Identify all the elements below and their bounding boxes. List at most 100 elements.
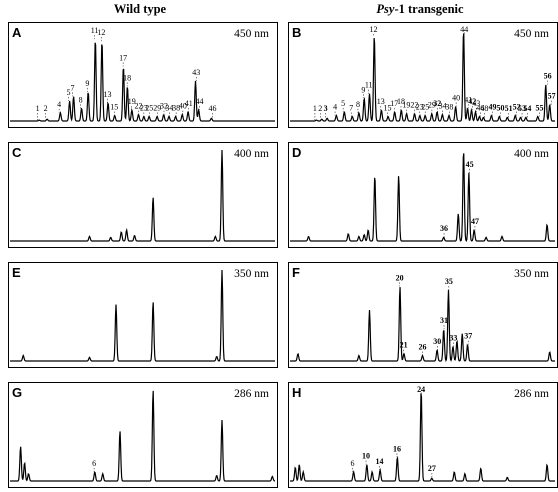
peak-label-a-38: 38 [172,103,180,112]
panel-d-trace [290,153,555,242]
peak-label-g-6: 6 [92,459,96,468]
peak-label-a-41: 41 [185,99,193,108]
panel-g-wavelength: 286 nm [234,388,269,400]
peak-label-b-22: 22 [410,101,418,110]
peak-label-a-43: 43 [192,68,200,77]
peak-label-b-44: 44 [460,25,468,34]
panel-c-frame [8,142,278,248]
peak-label-b-19: 19 [402,101,410,110]
panel-d-letter: D [292,145,301,160]
peak-label-b-9: 9 [361,85,365,94]
peak-label-a-2: 2 [44,104,48,113]
panel-e-trace [10,269,275,362]
peak-label-f-30: 30 [433,337,441,346]
panel-e-letter: E [12,265,21,280]
peak-label-b-50: 50 [497,103,505,112]
peak-label-d-47: 47 [471,217,479,226]
peak-label-h-6: 6 [351,459,355,468]
peak-label-b-18: 18 [397,97,405,106]
peak-label-b-25: 25 [421,103,429,112]
peak-label-b-8: 8 [356,100,360,109]
panel-g-frame [8,382,278,488]
column-title-wild-type: Wild type [40,2,240,17]
gene-name-italic: Psy [376,2,395,16]
peak-label-b-17: 17 [390,99,398,108]
peak-label-b-40: 40 [452,93,460,102]
panel-b-trace [290,33,555,122]
peak-label-d-45: 45 [466,160,474,169]
peak-label-b-48: 48 [480,104,488,113]
peak-label-a-13: 13 [104,90,112,99]
peak-label-b-11: 11 [365,81,373,90]
panel-g-letter: G [12,385,22,400]
peak-label-h-24: 24 [417,385,425,394]
peak-label-a-7: 7 [71,83,75,92]
peak-label-b-2: 2 [318,104,322,113]
peak-label-a-18: 18 [123,73,131,82]
peak-label-a-29: 29 [153,103,161,112]
peak-label-b-46: 46 [476,103,484,112]
peak-label-a-25: 25 [145,103,153,112]
peak-label-b-52: 52 [513,103,521,112]
peak-label-a-32: 32 [160,102,168,111]
panel-h-trace [290,393,555,482]
peak-label-a-34: 34 [165,103,173,112]
panel-g-trace [10,390,276,482]
panel-e-wavelength: 350 nm [234,268,269,280]
peak-label-b-43: 43 [472,99,480,108]
panel-f-wavelength: 350 nm [514,268,549,280]
peak-label-f-21: 21 [400,341,408,350]
peak-label-b-1: 1 [313,104,317,113]
panel-c-letter: C [12,145,22,160]
panel-a-letter: A [12,25,22,40]
peak-label-b-38: 38 [445,103,453,112]
peak-label-b-7: 7 [349,103,353,112]
peak-label-a-5: 5 [67,88,71,97]
peak-label-b-3: 3 [324,104,328,113]
peak-label-a-22: 22 [134,102,142,111]
panel-c-wavelength: 400 nm [234,148,269,160]
peak-label-a-11: 11 [91,26,99,35]
peak-label-a-4: 4 [57,100,61,109]
peak-label-a-23: 23 [140,103,148,112]
peak-label-a-17: 17 [119,53,127,62]
peak-label-a-44: 44 [196,97,204,106]
peak-label-a-15: 15 [110,103,118,112]
peak-label-b-4: 4 [333,103,337,112]
peak-label-b-13: 13 [377,97,385,106]
peak-label-h-14: 14 [375,457,383,466]
peak-label-b-29: 29 [428,101,436,110]
peak-label-h-10: 10 [362,452,370,461]
peak-label-b-5: 5 [341,99,345,108]
peak-label-f-33: 33 [449,333,457,342]
peak-label-b-51: 51 [505,104,513,113]
panel-d-wavelength: 400 nm [514,148,549,160]
panel-f-letter: F [292,265,300,280]
peak-label-h-16: 16 [393,444,401,453]
panel-a-frame [8,22,278,128]
peak-label-b-55: 55 [536,103,544,112]
panel-e-frame [8,262,278,368]
panel-b-wavelength: 450 nm [514,28,549,40]
peak-label-h-27: 27 [428,464,436,473]
peak-label-b-49: 49 [488,103,496,112]
peak-label-a-12: 12 [97,28,105,37]
peak-label-a-1: 1 [36,104,40,113]
column-title-left-text: Wild type [113,2,167,16]
peak-label-f-35: 35 [445,277,453,286]
peak-label-b-56: 56 [544,72,552,81]
peak-label-a-19: 19 [128,97,136,106]
peak-label-f-26: 26 [419,343,427,352]
peak-label-b-12: 12 [370,25,378,34]
panel-a-wavelength: 450 nm [234,28,269,40]
peak-label-b-15: 15 [384,103,392,112]
peak-label-a-9: 9 [85,79,89,88]
peak-label-f-20: 20 [396,273,404,282]
peak-label-b-23: 23 [416,103,424,112]
peak-label-b-34: 34 [439,102,447,111]
peak-label-b-57: 57 [548,92,556,101]
peak-label-a-8: 8 [79,95,83,104]
column-title-right-text: -1 transgenic [394,2,464,16]
peak-label-b-41: 41 [464,95,472,104]
